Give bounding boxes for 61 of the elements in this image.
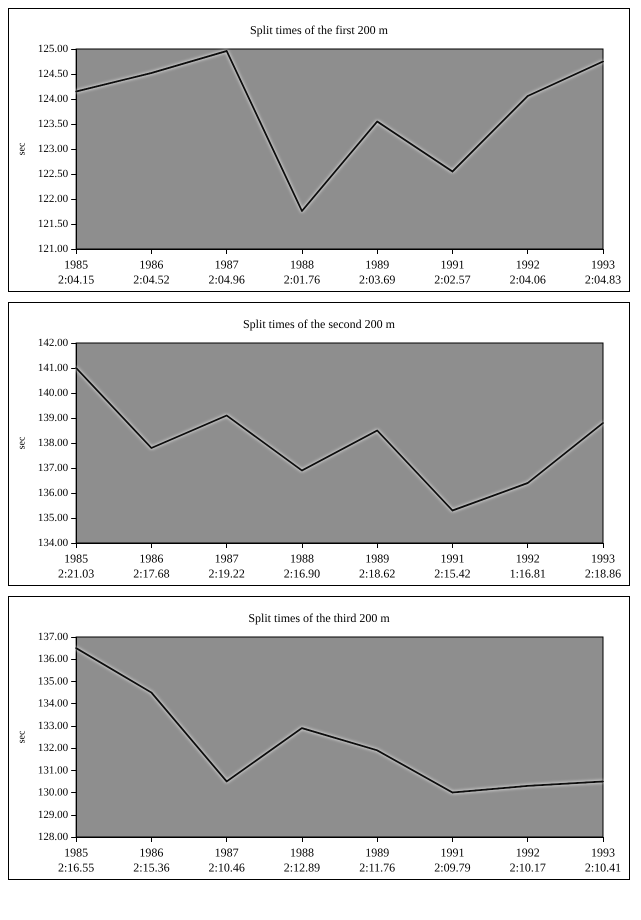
- x-tick-label: 1992 2:04.06: [510, 258, 546, 286]
- y-tick-label: 137.00: [38, 631, 69, 643]
- y-tick-label: 125.00: [38, 43, 69, 55]
- y-tick-label: 135.00: [38, 675, 69, 688]
- chart-title: Split times of the second 200 m: [243, 317, 396, 331]
- x-tick-label: 1986 2:15.36: [133, 846, 170, 874]
- x-tick-label: 1991 2:15.42: [434, 552, 471, 580]
- y-tick-label: 136.00: [38, 487, 69, 499]
- chart-title: Split times of the third 200 m: [248, 611, 390, 625]
- x-tick-label: 1989 2:18.62: [359, 552, 396, 580]
- x-tick-label: 1986 2:17.68: [133, 552, 170, 580]
- y-axis-title: sec: [16, 730, 28, 744]
- line-series: [75, 367, 604, 512]
- x-tick-label: 1987 2:04.96: [208, 258, 245, 286]
- y-tick-label: 121.50: [38, 218, 69, 230]
- y-tick-label: 134.00: [38, 698, 69, 710]
- x-tick-label: 1985 2:04.15: [58, 258, 94, 286]
- y-tick-label: 123.50: [38, 118, 69, 130]
- y-tick-label: 141.00: [38, 362, 69, 374]
- y-tick-label: 137.00: [38, 462, 69, 474]
- y-tick-label: 133.00: [38, 720, 69, 732]
- x-tick-label: 1993 2:04.83: [584, 258, 622, 286]
- x-tick-label: 1988 2:12.89: [284, 846, 320, 874]
- chart-title: Split times of the first 200 m: [250, 23, 389, 37]
- y-tick-label: 124.00: [38, 93, 69, 105]
- x-tick-label: 1991 2:09.79: [434, 846, 471, 874]
- x-tick-label: 1988 2:01.76: [284, 258, 320, 286]
- line-series: [75, 647, 604, 794]
- x-tick-label: 1989 2:11.76: [359, 846, 396, 874]
- y-tick-label: 135.00: [38, 512, 69, 524]
- y-tick-label: 122.50: [38, 168, 69, 180]
- y-tick-label: 129.00: [38, 808, 69, 821]
- y-tick-label: 121.00: [38, 243, 69, 255]
- x-tick-label: 1992 1:16.81: [510, 552, 546, 580]
- y-tick-label: 136.00: [38, 653, 69, 666]
- x-tick-label: 1993 2:10.41: [584, 846, 622, 874]
- y-tick-label: 122.00: [38, 193, 69, 205]
- y-tick-label: 139.00: [38, 412, 69, 424]
- y-tick-label: 128.00: [38, 831, 69, 843]
- y-tick-label: 134.00: [38, 537, 69, 549]
- x-tick-label: 1989 2:03.69: [359, 258, 396, 286]
- y-tick-label: 138.00: [38, 437, 69, 449]
- x-tick-label: 1985 2:21.03: [58, 552, 94, 580]
- y-tick-label: 140.00: [38, 387, 69, 399]
- y-tick-label: 142.00: [38, 337, 69, 349]
- y-tick-label: 132.00: [38, 742, 69, 754]
- y-axis-title: sec: [16, 142, 28, 156]
- x-tick-label: 1988 2:16.90: [284, 552, 320, 580]
- x-tick-label: 1992 2:10.17: [510, 846, 546, 874]
- y-tick-label: 130.00: [38, 786, 69, 799]
- x-tick-label: 1987 2:10.46: [208, 846, 245, 874]
- y-axis-title: sec: [16, 436, 28, 450]
- x-tick-label: 1993 2:18.86: [584, 552, 622, 580]
- line-series: [75, 50, 604, 212]
- x-tick-label: 1985 2:16.55: [58, 846, 94, 874]
- y-tick-label: 124.50: [38, 68, 69, 80]
- y-tick-label: 131.00: [38, 764, 69, 776]
- x-tick-label: 1991 2:02.57: [434, 258, 471, 286]
- y-tick-label: 123.00: [38, 143, 69, 155]
- x-tick-label: 1987 2:19.22: [208, 552, 245, 580]
- x-tick-label: 1986 2:04.52: [133, 258, 170, 286]
